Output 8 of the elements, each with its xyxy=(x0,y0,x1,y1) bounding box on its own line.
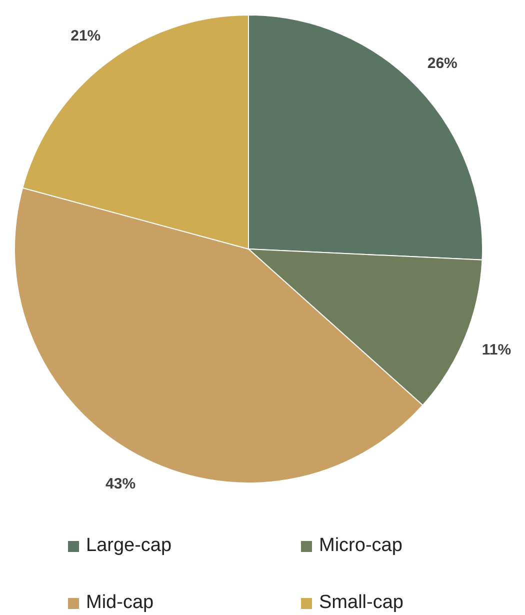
legend-label: Small-cap xyxy=(319,592,404,614)
legend-label: Mid-cap xyxy=(86,592,154,614)
data-label: 21% xyxy=(70,27,101,44)
data-label: 43% xyxy=(106,476,136,493)
legend-label: Large-cap xyxy=(86,535,172,557)
data-label: 11% xyxy=(482,342,512,359)
legend-label: Micro-cap xyxy=(319,535,402,557)
data-label: 26% xyxy=(427,55,458,72)
